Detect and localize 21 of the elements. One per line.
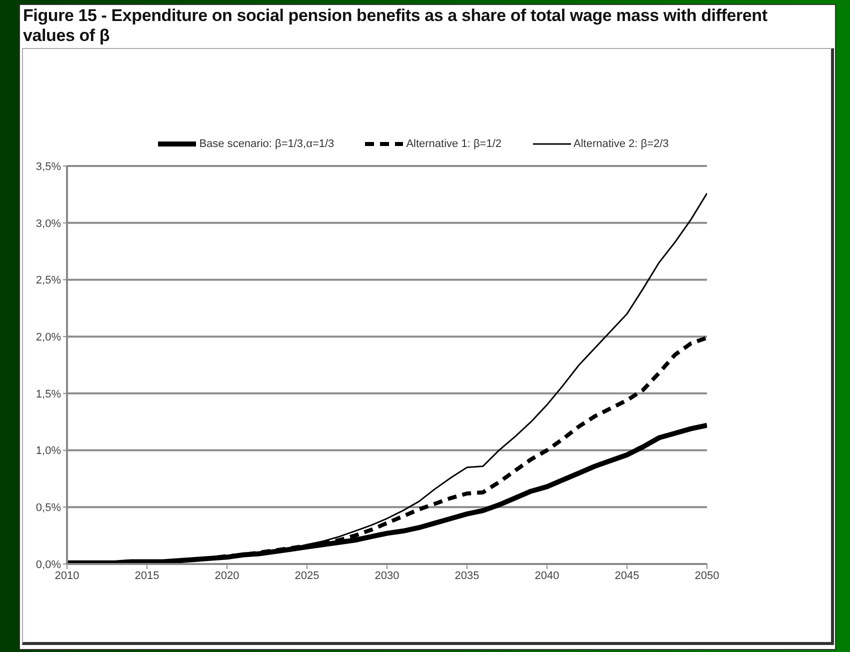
- y-tick-label: 3,0%: [36, 218, 62, 230]
- legend-label: Alternative 2: β=2/3: [574, 138, 669, 150]
- y-tick-label: 0,5%: [36, 502, 62, 514]
- x-tick-label: 2030: [374, 570, 400, 582]
- x-tick-label: 2035: [454, 570, 480, 582]
- x-tick-label: 2020: [214, 570, 240, 582]
- y-tick-label: 0,0%: [36, 558, 62, 571]
- x-tick-label: 2045: [614, 570, 640, 582]
- y-tick-label: 2,0%: [36, 331, 62, 344]
- x-tick-label: 2050: [694, 570, 720, 582]
- x-tick-label: 2040: [534, 570, 560, 582]
- chart-title: Figure 15 - Expenditure on social pension benefits as a share of total wage mass with different values of β: [23, 6, 768, 46]
- y-tick-label: 1,5%: [36, 388, 62, 400]
- legend-label: Alternative 1: β=1/2: [406, 138, 502, 150]
- legend-label: Base scenario: β=1/3,α=1/3: [199, 138, 334, 150]
- y-tick-label: 2,5%: [36, 274, 62, 287]
- y-tick-label: 1,0%: [36, 445, 62, 458]
- x-tick-label: 2010: [54, 570, 80, 582]
- x-tick-label: 2025: [294, 570, 320, 582]
- x-tick-label: 2015: [134, 570, 160, 582]
- y-tick-label: 3,5%: [36, 160, 62, 173]
